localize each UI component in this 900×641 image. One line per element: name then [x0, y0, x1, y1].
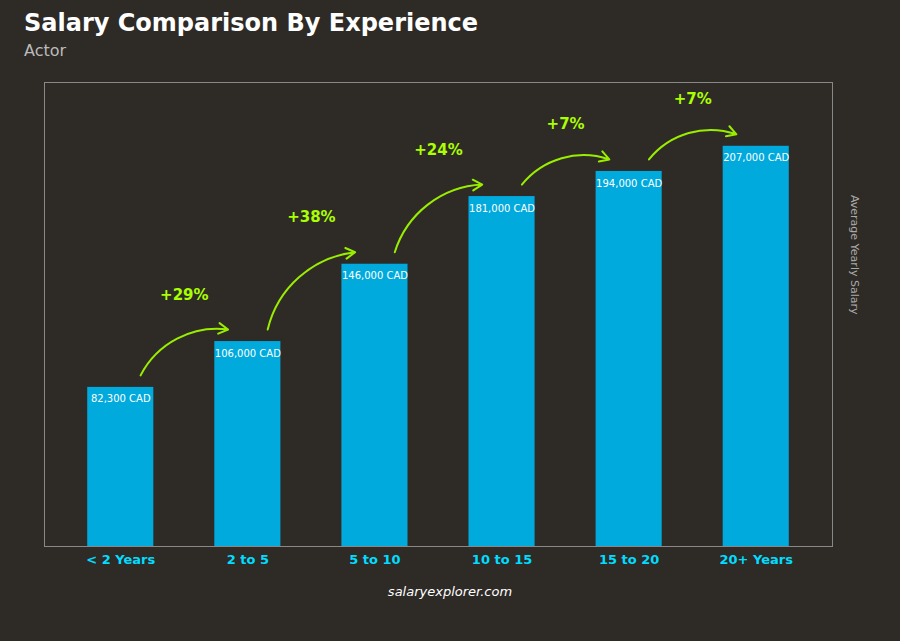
svg-text:+24%: +24%	[414, 141, 462, 159]
svg-text:< 2 Years: < 2 Years	[86, 552, 155, 567]
svg-text:+29%: +29%	[160, 286, 208, 304]
svg-text:20+ Years: 20+ Years	[720, 552, 794, 567]
html-text:Salary Comparison By Experienc: Salary Comparison By Experience	[24, 9, 479, 37]
svg-text:+38%: +38%	[287, 208, 335, 226]
svg-text:+7%: +7%	[674, 90, 712, 108]
svg-text:15 to 20: 15 to 20	[599, 552, 659, 567]
svg-text:10 to 15: 10 to 15	[472, 552, 532, 567]
html-text:salaryexplorer.com: salaryexplorer.com	[387, 584, 513, 599]
svg-text:146,000 CAD: 146,000 CAD	[342, 270, 408, 281]
svg-text:207,000 CAD: 207,000 CAD	[723, 152, 789, 163]
svg-text:82,300 CAD: 82,300 CAD	[91, 393, 151, 404]
svg-text:106,000 CAD: 106,000 CAD	[215, 348, 281, 359]
svg-text:194,000 CAD: 194,000 CAD	[596, 178, 662, 189]
svg-text:181,000 CAD: 181,000 CAD	[469, 203, 535, 214]
svg-text:5 to 10: 5 to 10	[349, 552, 400, 567]
html-text:Actor: Actor	[24, 41, 67, 60]
svg-text:Average Yearly Salary: Average Yearly Salary	[848, 195, 861, 315]
svg-text:2 to 5: 2 to 5	[227, 552, 269, 567]
svg-text:+7%: +7%	[547, 115, 585, 133]
